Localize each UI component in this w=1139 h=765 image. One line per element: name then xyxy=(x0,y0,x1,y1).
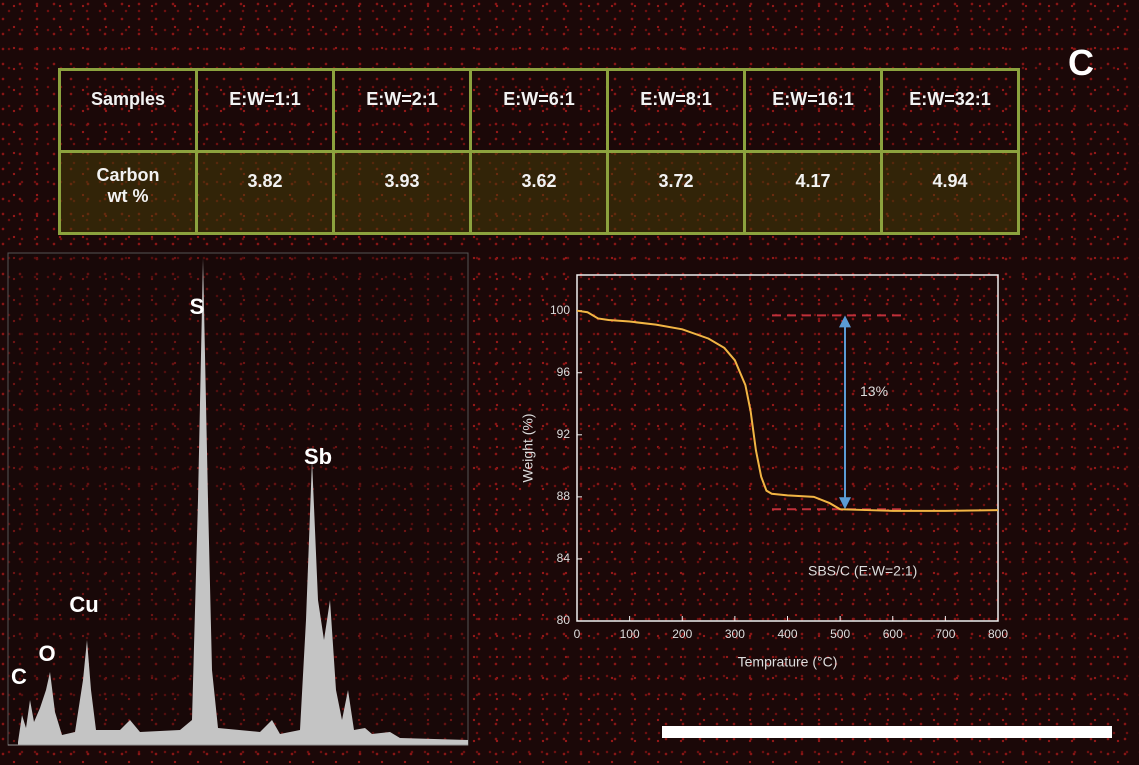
y-tick-label: 96 xyxy=(557,365,571,379)
y-tick-label: 88 xyxy=(557,489,571,503)
x-axis-label: Temprature (°C) xyxy=(738,654,838,670)
arrow-head xyxy=(839,497,851,509)
x-tick-label: 800 xyxy=(988,627,1008,641)
peak-label: Sb xyxy=(304,444,332,469)
figure: C SamplesE:W=1:1E:W=2:1E:W=6:1E:W=8:1E:W… xyxy=(0,0,1139,765)
annotation: 13% xyxy=(860,383,888,399)
peak-label: O xyxy=(38,641,55,666)
arrow-head xyxy=(839,315,851,327)
x-tick-label: 300 xyxy=(725,627,745,641)
charts: S Sb Cu OC 0 100 200 300 400 500 600 700 800 80 84 88 92… xyxy=(0,0,1139,765)
x-tick-label: 100 xyxy=(620,627,640,641)
x-tick-label: 400 xyxy=(777,627,797,641)
peak-label: S xyxy=(190,294,205,319)
y-axis-label: Weight (%) xyxy=(520,414,536,483)
x-tick-label: 0 xyxy=(574,627,581,641)
scale-bar xyxy=(662,726,1112,738)
data-line xyxy=(577,311,998,511)
peak-label: Cu xyxy=(69,592,98,617)
peak-label: C xyxy=(11,664,27,689)
x-tick-label: 200 xyxy=(672,627,692,641)
x-tick-label: 600 xyxy=(883,627,903,641)
x-tick-label: 700 xyxy=(935,627,955,641)
plot-frame xyxy=(577,275,998,621)
x-tick-label: 500 xyxy=(830,627,850,641)
spectrum-panel xyxy=(8,253,468,745)
y-tick-label: 80 xyxy=(557,613,571,627)
legend-text: SBS/C (E:W=2:1) xyxy=(808,563,917,579)
y-tick-label: 100 xyxy=(550,303,570,317)
y-tick-label: 84 xyxy=(557,551,571,565)
y-tick-label: 92 xyxy=(557,427,571,441)
